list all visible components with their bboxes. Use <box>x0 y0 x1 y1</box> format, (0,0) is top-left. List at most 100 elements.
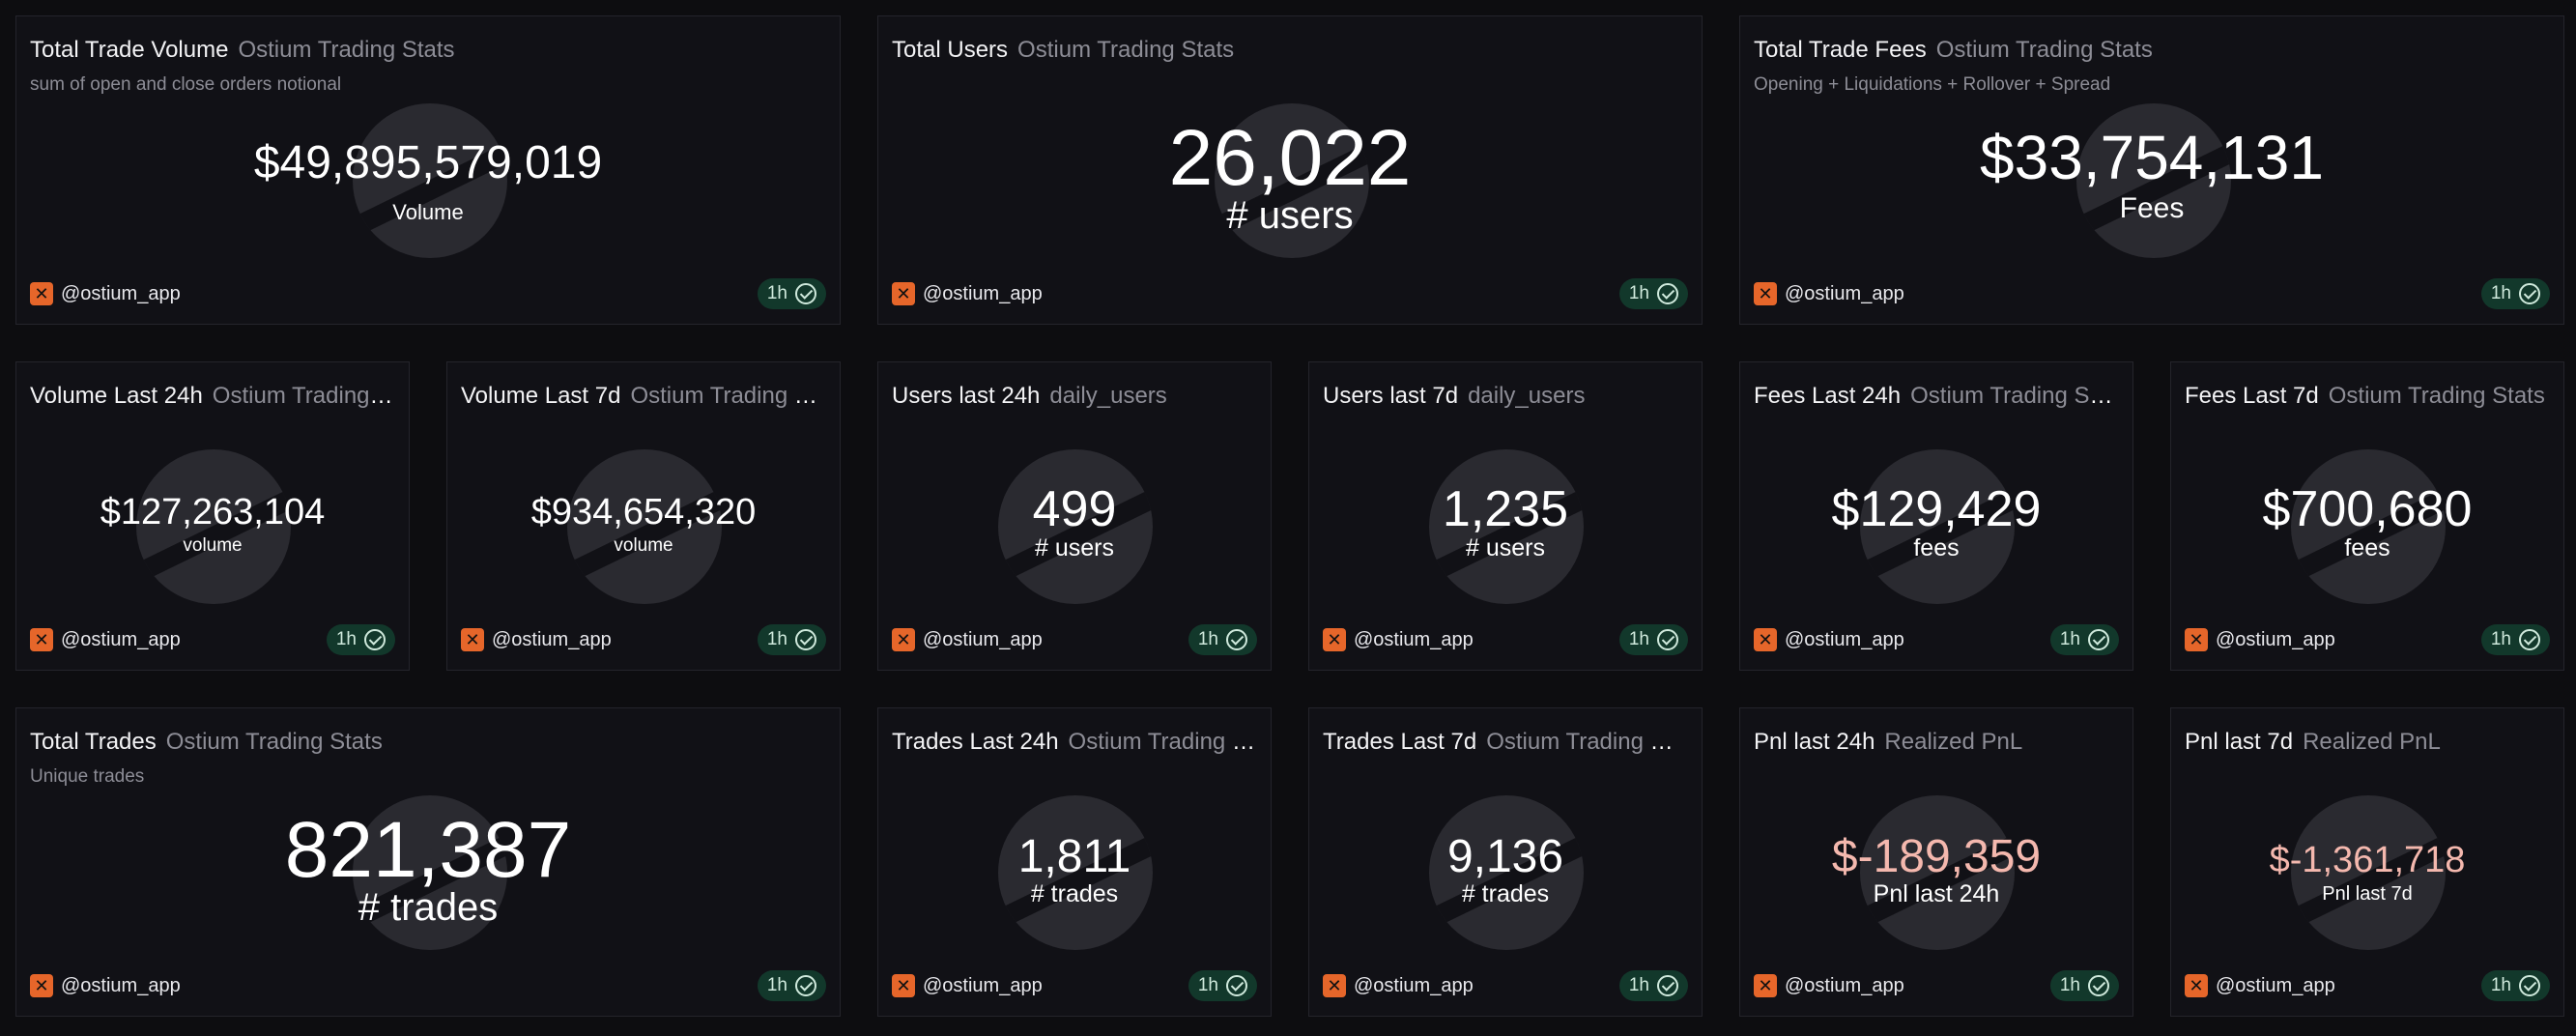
author-link[interactable]: ✕ @ostium_app <box>2185 628 2335 651</box>
stat-label: volume <box>614 535 673 556</box>
card-volume-last-7d[interactable]: Volume Last 7d Ostium Trading Sta... $934… <box>446 361 841 671</box>
card-source[interactable]: Ostium Trading Stats <box>165 729 383 755</box>
refresh-badge[interactable]: 1h <box>1618 278 1688 309</box>
card-footer: ✕ @ostium_app 1h <box>1754 277 2550 310</box>
refresh-badge[interactable]: 1h <box>1188 624 1257 655</box>
logo-watermark-icon <box>2291 449 2446 604</box>
card-pnl-last-7d[interactable]: Pnl last 7d Realized PnL $-1,361,718 Pnl … <box>2170 707 2564 1017</box>
card-source[interactable]: Ostium Trading Stats <box>1017 37 1235 63</box>
refresh-badge[interactable]: 1h <box>326 624 395 655</box>
stat-label: Volume <box>392 200 464 224</box>
card-users-last-7d[interactable]: Users last 7d daily_users 1,235 # users ✕… <box>1308 361 1703 671</box>
card-footer: ✕ @ostium_app 1h <box>892 277 1688 310</box>
card-header: Users last 7d daily_users <box>1323 382 1688 411</box>
card-source[interactable]: Realized PnL <box>1884 729 2023 755</box>
card-header: Pnl last 24h Realized PnL <box>1754 728 2119 757</box>
card-footer: ✕ @ostium_app 1h <box>1323 623 1688 656</box>
author-link[interactable]: ✕ @ostium_app <box>892 974 1043 997</box>
stat-label: Pnl last 7d <box>2322 883 2413 905</box>
card-footer: ✕ @ostium_app 1h <box>2185 969 2550 1002</box>
refresh-interval: 1h <box>1628 283 1649 303</box>
ostium-logo-icon: ✕ <box>2185 974 2208 997</box>
ostium-logo-icon: ✕ <box>2185 628 2208 651</box>
author-name: @ostium_app <box>61 282 181 304</box>
card-title: Volume Last 7d <box>461 383 621 409</box>
author-name: @ostium_app <box>1354 628 1474 650</box>
card-users-last-24h[interactable]: Users last 24h daily_users 499 # users ✕ @… <box>877 361 1272 671</box>
ostium-logo-icon: ✕ <box>1754 282 1777 305</box>
card-source[interactable]: Ostium Trading Stats <box>1486 729 1688 755</box>
author-link[interactable]: ✕ @ostium_app <box>461 628 612 651</box>
refresh-badge[interactable]: 1h <box>757 624 826 655</box>
card-source[interactable]: daily_users <box>1049 383 1167 409</box>
card-pnl-last-24h[interactable]: Pnl last 24h Realized PnL $-189,359 Pnl l… <box>1739 707 2133 1017</box>
card-total-users[interactable]: Total Users Ostium Trading Stats 26,022 #… <box>877 15 1703 325</box>
card-header: Total Users Ostium Trading Stats <box>892 36 1688 65</box>
ostium-logo-icon: ✕ <box>892 974 915 997</box>
author-name: @ostium_app <box>1785 628 1904 650</box>
author-name: @ostium_app <box>2216 628 2335 650</box>
card-footer: ✕ @ostium_app 1h <box>892 623 1257 656</box>
check-circle-icon <box>795 283 816 304</box>
card-header: Total Trades Ostium Trading Stats <box>30 728 826 757</box>
refresh-badge[interactable]: 1h <box>2480 278 2550 309</box>
card-title: Users last 7d <box>1323 383 1459 409</box>
card-trades-last-7d[interactable]: Trades Last 7d Ostium Trading Stats 9,136… <box>1308 707 1703 1017</box>
card-footer: ✕ @ostium_app 1h <box>892 969 1257 1002</box>
card-trades-last-24h[interactable]: Trades Last 24h Ostium Trading St... 1,81… <box>877 707 1272 1017</box>
refresh-badge[interactable]: 1h <box>2480 624 2550 655</box>
author-name: @ostium_app <box>1354 974 1474 996</box>
card-volume-last-24h[interactable]: Volume Last 24h Ostium Trading S... $127,… <box>15 361 410 671</box>
card-fees-last-7d[interactable]: Fees Last 7d Ostium Trading Stats $700,68… <box>2170 361 2564 671</box>
author-link[interactable]: ✕ @ostium_app <box>1323 974 1474 997</box>
card-source[interactable]: Realized PnL <box>2303 729 2441 755</box>
card-source[interactable]: Ostium Trading Stats <box>1910 383 2119 409</box>
author-link[interactable]: ✕ @ostium_app <box>1323 628 1474 651</box>
stat-label: fees <box>1913 534 1960 561</box>
author-link[interactable]: ✕ @ostium_app <box>30 628 181 651</box>
stat-value: $127,263,104 <box>100 492 326 532</box>
author-link[interactable]: ✕ @ostium_app <box>1754 974 1904 997</box>
refresh-badge[interactable]: 1h <box>757 278 826 309</box>
card-header: Users last 24h daily_users <box>892 382 1257 411</box>
author-name: @ostium_app <box>1785 974 1904 996</box>
card-source[interactable]: Ostium Trading Sta... <box>630 383 826 409</box>
card-source[interactable]: Ostium Trading Stats <box>2328 383 2545 409</box>
author-link[interactable]: ✕ @ostium_app <box>30 282 181 305</box>
check-circle-icon <box>2088 629 2109 650</box>
author-link[interactable]: ✕ @ostium_app <box>30 974 181 997</box>
refresh-badge[interactable]: 1h <box>2049 970 2119 1001</box>
refresh-interval: 1h <box>1197 975 1218 995</box>
author-link[interactable]: ✕ @ostium_app <box>1754 282 1904 305</box>
refresh-badge[interactable]: 1h <box>1188 970 1257 1001</box>
ostium-logo-icon: ✕ <box>30 282 53 305</box>
logo-watermark-icon <box>998 449 1153 604</box>
card-source[interactable]: Ostium Trading Stats <box>238 37 455 63</box>
card-header: Volume Last 24h Ostium Trading S... <box>30 382 395 411</box>
card-source[interactable]: Ostium Trading St... <box>1068 729 1257 755</box>
card-source[interactable]: daily_users <box>1468 383 1586 409</box>
author-link[interactable]: ✕ @ostium_app <box>1754 628 1904 651</box>
card-footer: ✕ @ostium_app 1h <box>1754 623 2119 656</box>
ostium-logo-icon: ✕ <box>892 282 915 305</box>
author-link[interactable]: ✕ @ostium_app <box>892 628 1043 651</box>
card-source[interactable]: Ostium Trading Stats <box>1935 37 2153 63</box>
card-fees-last-24h[interactable]: Fees Last 24h Ostium Trading Stats $129,4… <box>1739 361 2133 671</box>
refresh-badge[interactable]: 1h <box>2049 624 2119 655</box>
logo-watermark-icon <box>1215 103 1369 258</box>
refresh-badge[interactable]: 1h <box>757 970 826 1001</box>
check-circle-icon <box>1657 975 1678 996</box>
author-link[interactable]: ✕ @ostium_app <box>892 282 1043 305</box>
card-total-trade-volume[interactable]: Total Trade Volume Ostium Trading Stats s… <box>15 15 841 325</box>
card-total-trade-fees[interactable]: Total Trade Fees Ostium Trading Stats Ope… <box>1739 15 2564 325</box>
card-total-trades[interactable]: Total Trades Ostium Trading Stats Unique … <box>15 707 841 1017</box>
stat-label: # users <box>1226 194 1354 237</box>
card-source[interactable]: Ostium Trading S... <box>212 383 395 409</box>
refresh-interval: 1h <box>766 975 787 995</box>
refresh-badge[interactable]: 1h <box>1618 624 1688 655</box>
author-link[interactable]: ✕ @ostium_app <box>2185 974 2335 997</box>
refresh-badge[interactable]: 1h <box>2480 970 2550 1001</box>
ostium-logo-icon: ✕ <box>892 628 915 651</box>
refresh-badge[interactable]: 1h <box>1618 970 1688 1001</box>
refresh-interval: 1h <box>1197 629 1218 649</box>
